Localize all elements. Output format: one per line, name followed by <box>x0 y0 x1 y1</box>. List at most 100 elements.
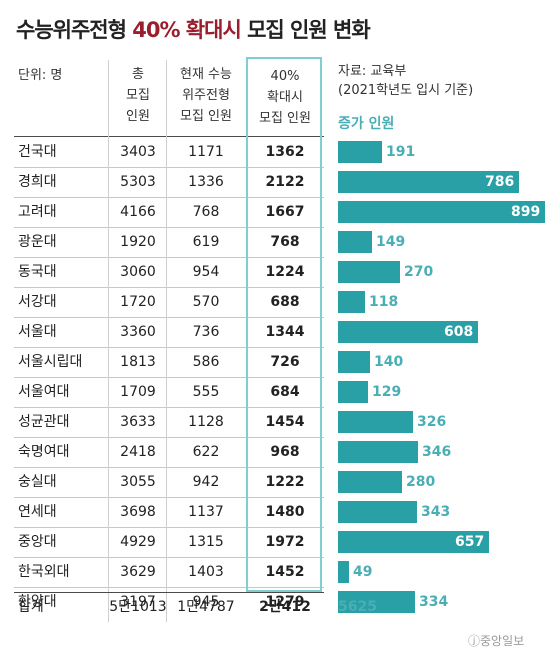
row-total: 1920 <box>120 234 156 250</box>
header-line: 현재 수능 <box>180 67 232 82</box>
increase-label: 334 <box>419 594 449 610</box>
header-divider <box>14 136 324 137</box>
header-line: 모집 인원 <box>259 111 311 126</box>
row-name: 서울시립대 <box>18 354 83 370</box>
row-name: 연세대 <box>18 504 57 520</box>
total-forty: 2만412 <box>259 599 311 615</box>
row-divider <box>14 227 324 228</box>
row-total: 1709 <box>120 384 156 400</box>
total-divider <box>14 592 324 593</box>
row-divider <box>14 167 324 168</box>
row-total: 4929 <box>120 534 156 550</box>
row-total: 3360 <box>120 324 156 340</box>
row-name: 성균관대 <box>18 414 70 430</box>
table-row: 경희대 5303 1336 2122 786 <box>0 167 560 197</box>
increase-bar <box>338 531 489 553</box>
row-name: 숭실대 <box>18 474 57 490</box>
row-name: 동국대 <box>18 264 57 280</box>
row-total: 3403 <box>120 144 156 160</box>
increase-label: 343 <box>421 504 451 520</box>
row-name: 중앙대 <box>18 534 57 550</box>
row-current: 1128 <box>188 414 224 430</box>
row-forty: 1222 <box>265 474 305 490</box>
table-row: 성균관대 3633 1128 1454 326 <box>0 407 560 437</box>
row-divider <box>14 467 324 468</box>
row-current: 1403 <box>188 564 224 580</box>
row-name: 한국외대 <box>18 564 70 580</box>
header-line: 모집 인원 <box>180 109 232 124</box>
row-name: 서강대 <box>18 294 57 310</box>
row-current: 945 <box>192 594 220 610</box>
increase-label: 129 <box>372 384 402 400</box>
row-name: 고려대 <box>18 204 57 220</box>
row-current: 1336 <box>188 174 224 190</box>
row-divider <box>14 257 324 258</box>
table-row: 서울여대 1709 555 684 129 <box>0 377 560 407</box>
header-line: 40% <box>270 69 300 84</box>
increase-label: 786 <box>485 174 515 190</box>
row-total: 1720 <box>120 294 156 310</box>
increase-bar <box>338 291 365 313</box>
table-row: 숭실대 3055 942 1222 280 <box>0 467 560 497</box>
row-divider <box>14 557 324 558</box>
row-name: 건국대 <box>18 144 57 160</box>
highlight-column-box <box>246 57 322 592</box>
row-divider <box>14 497 324 498</box>
row-current: 555 <box>192 384 220 400</box>
row-forty: 968 <box>270 444 300 460</box>
col-divider-current <box>166 60 167 622</box>
source-note: 자료: 교육부 (2021학년도 입시 기준) <box>338 62 473 100</box>
row-forty: 2122 <box>265 174 305 190</box>
row-total: 4166 <box>120 204 156 220</box>
table-row: 숙명여대 2418 622 968 346 <box>0 437 560 467</box>
header-current: 현재 수능 위주전형 모집 인원 <box>166 64 246 127</box>
publisher-logo: ⓙ중앙일보 <box>468 634 525 648</box>
row-divider <box>14 287 324 288</box>
row-name: 한양대 <box>18 594 57 610</box>
row-current: 736 <box>192 324 220 340</box>
increase-bar <box>338 261 400 283</box>
row-forty: 1452 <box>265 564 305 580</box>
row-name: 경희대 <box>18 174 57 190</box>
row-current: 1171 <box>188 144 224 160</box>
increase-bar <box>338 231 372 253</box>
table-row: 고려대 4166 768 1667 899 <box>0 197 560 227</box>
row-forty: 1667 <box>265 204 305 220</box>
title-highlight: 40% 확대시 <box>132 18 242 42</box>
row-divider <box>14 317 324 318</box>
total-row: 합계 5만1013 1만4787 2만412 <box>0 592 560 622</box>
table-row: 건국대 3403 1171 1362 191 <box>0 137 560 167</box>
row-current: 768 <box>192 204 220 220</box>
chart-title: 수능위주전형 40% 확대시 모집 인원 변화 <box>16 14 371 44</box>
row-divider <box>14 527 324 528</box>
row-forty: 1972 <box>265 534 305 550</box>
increase-bar <box>338 201 545 223</box>
row-forty: 1362 <box>265 144 305 160</box>
increase-label: 270 <box>404 264 434 280</box>
table-row: 광운대 1920 619 768 149 <box>0 227 560 257</box>
increase-bar <box>338 411 413 433</box>
row-total: 3633 <box>120 414 156 430</box>
row-divider <box>14 347 324 348</box>
source-line: (2021학년도 입시 기준) <box>338 83 474 98</box>
title-main: 수능위주전형 <box>16 18 133 42</box>
header-total: 총 모집 인원 <box>108 64 168 127</box>
table-row: 서울시립대 1813 586 726 140 <box>0 347 560 377</box>
row-total: 3629 <box>120 564 156 580</box>
row-divider <box>14 407 324 408</box>
header-line: 인원 <box>126 109 150 124</box>
row-name: 서울대 <box>18 324 57 340</box>
row-current: 1137 <box>188 504 224 520</box>
table-row: 동국대 3060 954 1224 270 <box>0 257 560 287</box>
row-total: 3197 <box>120 594 156 610</box>
increase-label: 657 <box>455 534 485 550</box>
unit-label: 단위: 명 <box>18 68 63 83</box>
increase-label: 191 <box>386 144 416 160</box>
increase-bar <box>338 561 349 583</box>
source-line: 자료: 교육부 <box>338 64 407 79</box>
title-rest: 모집 인원 변화 <box>240 18 371 42</box>
header-line: 모집 <box>126 88 150 103</box>
increase-label: 608 <box>444 324 474 340</box>
row-current: 1315 <box>188 534 224 550</box>
row-divider <box>14 587 324 588</box>
